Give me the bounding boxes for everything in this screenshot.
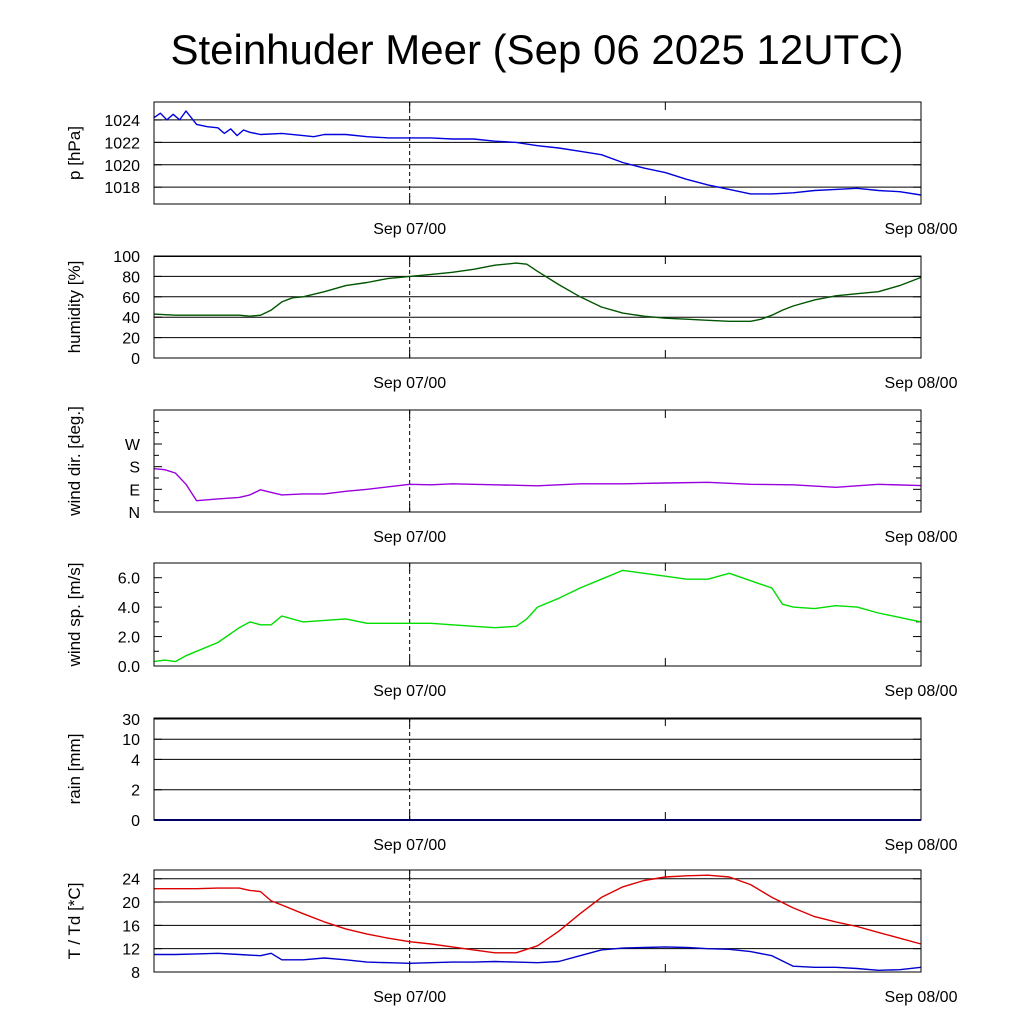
- plot-frame: [153, 869, 922, 973]
- series-line-humidity-0: [153, 262, 922, 322]
- y-tick-label: N: [128, 505, 140, 522]
- y-tick-label: E: [129, 482, 140, 499]
- y-tick-label: 16: [122, 918, 140, 935]
- y-axis-title: rain [mm]: [65, 734, 84, 805]
- y-tick-label: 20: [122, 331, 140, 348]
- series-line-temp-1: [154, 946, 922, 971]
- x-tick-label: Sep 08/00: [885, 375, 958, 392]
- series-line-wind_speed-0: [153, 569, 922, 663]
- panel-humidity: 0 20 40 60 80 100 Sep 07/00 Sep 08/00 humidity […: [65, 249, 958, 392]
- y-tick-label: 24: [122, 872, 140, 889]
- y-axis-title: wind sp. [m/s]: [65, 563, 84, 668]
- y-tick-label: 30: [122, 712, 140, 729]
- plot-frame: [153, 255, 922, 359]
- x-tick-label: Sep 08/00: [885, 837, 958, 854]
- panel-temp: 8 12 16 20 24 Sep 07/00 Sep 08/00 T / Td [*C]: [65, 869, 958, 1006]
- y-tick-label: 0.0: [118, 659, 140, 676]
- y-tick-label: 1024: [104, 113, 140, 130]
- x-tick-label: Sep 08/00: [885, 683, 958, 700]
- y-tick-label: 1018: [104, 180, 140, 197]
- x-tick-label: Sep 07/00: [373, 529, 446, 546]
- x-tick-label: Sep 07/00: [373, 375, 446, 392]
- x-tick-label: Sep 07/00: [373, 989, 446, 1006]
- y-tick-label: 10: [122, 732, 140, 749]
- y-axis-title: T / Td [*C]: [65, 883, 84, 960]
- y-tick-label: 8: [131, 965, 140, 982]
- x-tick-label: Sep 08/00: [885, 221, 958, 238]
- plot-frame: [153, 562, 922, 667]
- y-tick-label: 40: [122, 310, 140, 327]
- panel-rain: 0 2 4 10 30 Sep 07/00 Sep 08/00 rain [mm]: [65, 712, 958, 854]
- y-tick-label: 80: [122, 269, 140, 286]
- y-tick-label: 12: [122, 942, 140, 959]
- plot-frame: [153, 101, 922, 205]
- x-tick-label: Sep 08/00: [885, 989, 958, 1006]
- y-tick-label: 20: [122, 895, 140, 912]
- y-axis-title: wind dir. [deg.]: [65, 406, 84, 517]
- y-tick-label: 0: [131, 813, 140, 830]
- y-tick-label: 1022: [104, 135, 140, 152]
- y-tick-label: 6.0: [118, 571, 140, 588]
- y-axis-title: humidity [%]: [65, 261, 84, 354]
- chart-title: Steinhuder Meer (Sep 06 2025 12UTC): [170, 26, 904, 73]
- y-tick-label: 4.0: [118, 600, 140, 617]
- x-tick-label: Sep 08/00: [885, 529, 958, 546]
- y-tick-label: 1020: [104, 158, 140, 175]
- plot-frame: [153, 409, 922, 513]
- y-tick-label: 2: [131, 783, 140, 800]
- series-line-pressure-0: [153, 110, 922, 196]
- y-tick-label: 100: [113, 249, 140, 266]
- y-axis-title: p [hPa]: [65, 126, 84, 180]
- x-tick-label: Sep 07/00: [373, 837, 446, 854]
- y-tick-label: 2.0: [118, 630, 140, 647]
- x-tick-label: Sep 07/00: [373, 221, 446, 238]
- y-tick-label: 60: [122, 290, 140, 307]
- panel-pressure: 1018 1020 1022 1024 Sep 07/00 Sep 08/00 p [hPa…: [65, 101, 958, 238]
- y-tick-label: 0: [131, 351, 140, 368]
- x-tick-label: Sep 07/00: [373, 683, 446, 700]
- y-tick-label: S: [129, 460, 140, 477]
- y-tick-label: W: [125, 437, 141, 454]
- series-line-temp-0: [154, 874, 922, 954]
- y-tick-label: 4: [131, 752, 140, 769]
- series-line-wind_dir-0: [153, 468, 922, 502]
- panel-wind_speed: 0.0 2.0 4.0 6.0 Sep 07/00 Sep 08/00 wind sp. […: [65, 562, 958, 700]
- plot-frame: [153, 717, 922, 821]
